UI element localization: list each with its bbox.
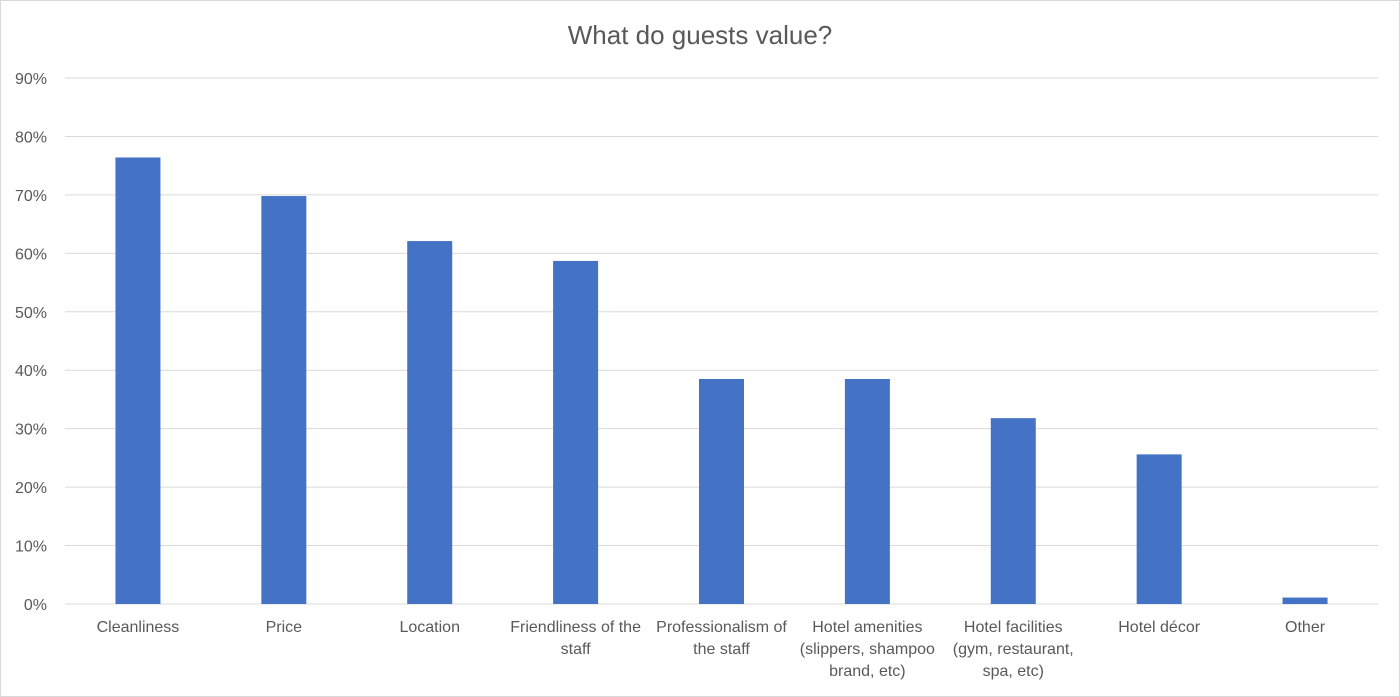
y-tick-label: 70% <box>15 188 47 205</box>
bar <box>115 157 161 605</box>
y-axis-ticks: 0% 10% 20% 30% 40% 50% 60% 70% 80% 90% <box>15 71 47 614</box>
y-tick-label: 40% <box>15 363 47 380</box>
y-tick-label: 30% <box>15 422 47 439</box>
bar <box>699 378 744 604</box>
x-tick-label: Friendliness of the staff <box>510 619 641 658</box>
x-tick-label: Cleanliness <box>96 619 180 636</box>
y-tick-label: 90% <box>15 71 47 88</box>
x-tick-label: Price <box>265 619 303 636</box>
bar <box>407 241 453 604</box>
bar <box>261 196 307 604</box>
bars <box>115 157 1328 605</box>
x-tick-label: Other <box>1285 619 1326 636</box>
x-tick-label: Hotel décor <box>1118 619 1201 636</box>
bar <box>844 378 890 604</box>
y-tick-label: 10% <box>15 539 47 556</box>
y-tick-label: 20% <box>15 480 47 497</box>
bar <box>1282 597 1328 604</box>
bar <box>990 418 1036 604</box>
x-tick-label: Professionalism of the staff <box>656 619 787 658</box>
x-tick-label: Hotel facilities (gym, restaurant, spa, … <box>952 619 1074 680</box>
y-tick-label: 60% <box>15 246 47 263</box>
y-tick-label: 0% <box>24 597 47 614</box>
bar <box>1136 454 1182 604</box>
bar <box>553 260 599 604</box>
y-tick-label: 50% <box>15 305 47 322</box>
y-tick-label: 80% <box>15 129 47 146</box>
chart-title: What do guests value? <box>567 20 833 50</box>
x-tick-label: Hotel amenities (slippers, shampoo brand… <box>799 619 935 680</box>
x-tick-label: Location <box>399 619 460 636</box>
